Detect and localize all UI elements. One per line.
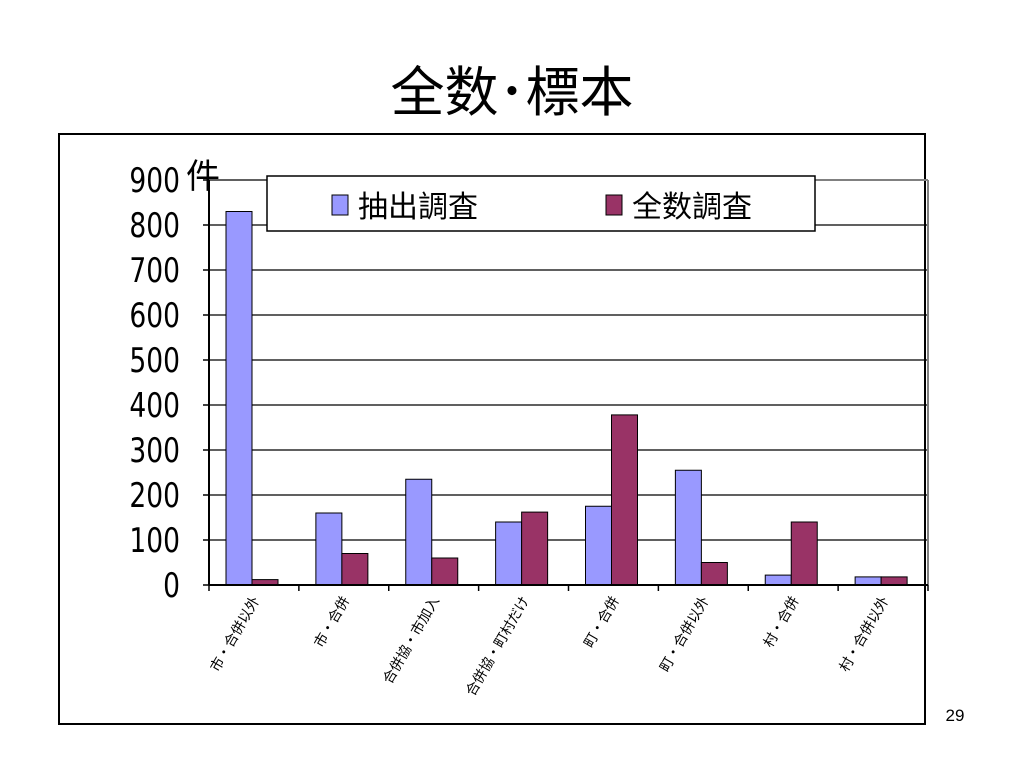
bar <box>674 469 702 586</box>
legend: 抽出調査 全数調査 <box>266 175 816 232</box>
y-tick-label: 200 <box>129 477 180 516</box>
y-tick-label: 100 <box>129 522 180 561</box>
bar <box>790 521 818 586</box>
x-tick-label: 市・合併以外 <box>207 594 264 675</box>
gridlines <box>209 179 928 541</box>
legend-label: 抽出調査 <box>358 190 478 225</box>
chart-frame <box>58 133 926 725</box>
y-axis-label: 件 <box>186 157 220 197</box>
bar <box>700 562 728 586</box>
y-tick-label: 500 <box>129 342 180 381</box>
y-tick-label: 400 <box>129 387 180 426</box>
y-tick-label: 600 <box>129 297 180 336</box>
bar <box>521 511 549 586</box>
x-tick-label: 町・合併以外 <box>657 594 713 675</box>
slide-title: 全数･標本 <box>390 61 634 124</box>
bar <box>880 576 908 586</box>
bar <box>611 414 638 586</box>
x-tick-label: 市・合併 <box>311 594 354 651</box>
legend-label: 全数調査 <box>632 190 752 225</box>
x-tick-label: 村・合併以外 <box>837 594 893 675</box>
bar <box>854 576 882 586</box>
bar <box>405 478 433 586</box>
y-tick-label: 0 <box>163 567 180 606</box>
y-tick-label: 900 <box>129 162 180 201</box>
bar <box>315 512 343 586</box>
bar <box>431 557 459 586</box>
legend-swatch <box>331 194 349 216</box>
bar <box>495 521 523 586</box>
y-tick-label: 800 <box>129 207 180 246</box>
bars <box>225 211 908 586</box>
bar <box>341 553 369 586</box>
y-tick-label: 700 <box>129 252 180 291</box>
page-number: 29 <box>945 706 965 725</box>
legend-box <box>266 175 816 232</box>
x-tick-label: 合併協・市加入 <box>379 594 443 687</box>
bar <box>764 574 792 586</box>
bar <box>585 505 612 586</box>
bar <box>225 211 253 586</box>
legend-swatch <box>605 194 623 216</box>
axes <box>203 179 929 591</box>
x-tick-label: 合併協・町村だけ <box>463 594 533 699</box>
x-tick-label: 村・合併 <box>761 594 803 650</box>
y-tick-label: 300 <box>129 432 180 471</box>
x-tick-label: 町・合併 <box>581 594 623 650</box>
